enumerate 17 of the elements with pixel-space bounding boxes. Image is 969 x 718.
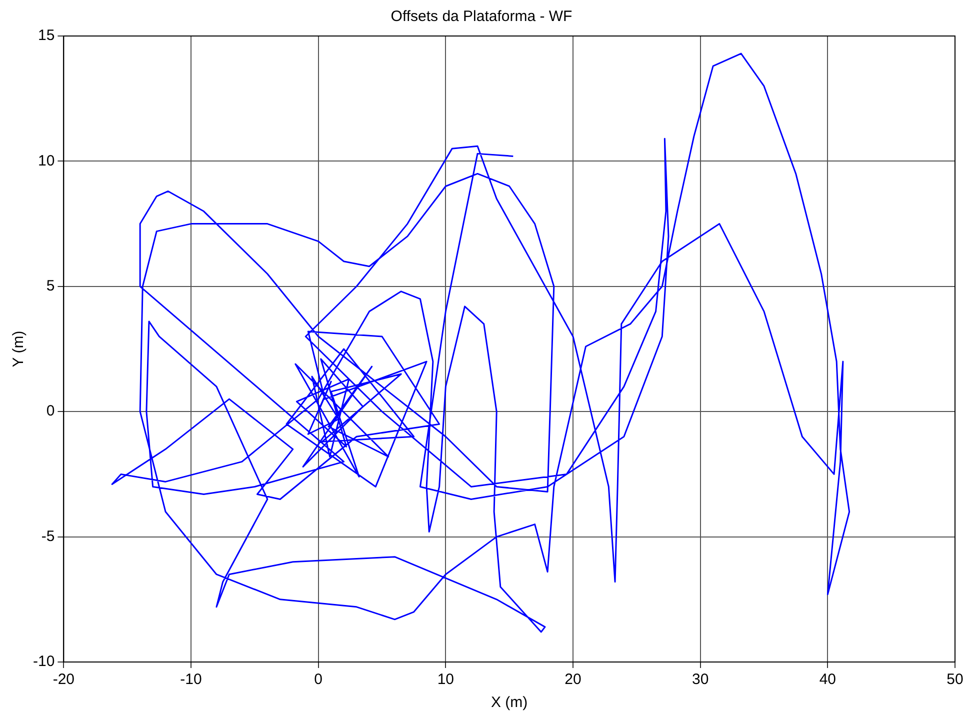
y-tick-label: -5 — [41, 528, 55, 545]
x-tick-label: 0 — [314, 671, 323, 688]
x-tick-label: -10 — [180, 671, 202, 688]
y-tick-label: 10 — [38, 152, 55, 170]
chart-title: Offsets da Plataforma - WF — [390, 8, 572, 26]
y-tick-label: 5 — [46, 278, 55, 295]
x-tick-label: 10 — [437, 671, 454, 688]
y-tick-label: 0 — [46, 402, 55, 420]
y-axis-title: Y (m) — [10, 330, 28, 368]
x-tick-label: 20 — [564, 671, 582, 688]
x-tick-label: -20 — [52, 671, 75, 688]
y-tick-label: 15 — [38, 27, 55, 44]
x-axis-title: X (m) — [491, 694, 528, 712]
y-tick-label: -10 — [32, 653, 55, 670]
x-tick-label: 50 — [946, 671, 964, 688]
x-tick-label: 40 — [819, 671, 836, 688]
x-tick-label: 30 — [692, 671, 709, 688]
